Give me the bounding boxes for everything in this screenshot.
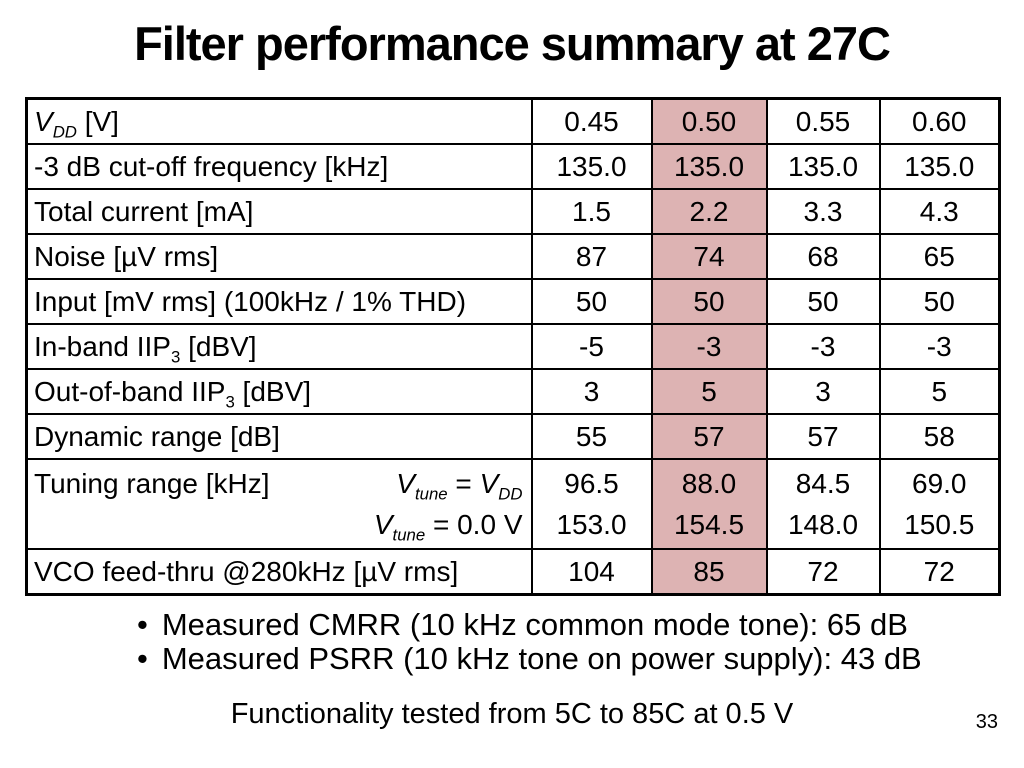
- cell-vco-feed-thru-col1: 85: [650, 548, 768, 596]
- bullet-cmrr: • Measured CMRR (10 kHz common mode tone)…: [137, 608, 922, 642]
- cell-vdd-col3: 0.60: [878, 97, 1001, 145]
- cell-out-of-band-iip3-col3: 5: [878, 368, 1001, 415]
- cell-input-col0: 50: [530, 278, 653, 325]
- cell-tuning-range-col2: 84.5 148.0: [765, 458, 881, 550]
- tuning-condition-0: Vtune = VDD: [396, 468, 523, 504]
- row-label-vdd: VDD [V]: [25, 97, 533, 145]
- cell-cutoff-frequency-col0: 135.0: [530, 143, 653, 190]
- row-label-noise: Noise [µV rms]: [25, 233, 533, 280]
- cell-noise-col3: 65: [878, 233, 1001, 280]
- cell-vco-feed-thru-col2: 72: [765, 548, 881, 596]
- cell-line-1: 154.5: [673, 509, 745, 540]
- cell-dynamic-range-col1: 57: [650, 413, 768, 460]
- cell-total-current-col2: 3.3: [765, 188, 881, 235]
- cell-dynamic-range-col3: 58: [878, 413, 1001, 460]
- table-row-dynamic-range: Dynamic range [dB] 55 57 57 58: [25, 413, 1001, 460]
- row-label-vco-feed-thru: VCO feed-thru @280kHz [µV rms]: [25, 548, 533, 596]
- bullet-icon: •: [137, 607, 148, 642]
- cell-input-col3: 50: [878, 278, 1001, 325]
- cell-in-band-iip3-col1: -3: [650, 323, 768, 370]
- tuning-condition-1: Vtune = 0.0 V: [373, 509, 523, 545]
- cell-total-current-col3: 4.3: [878, 188, 1001, 235]
- cell-noise-col2: 68: [765, 233, 881, 280]
- cell-in-band-iip3-col0: -5: [530, 323, 653, 370]
- cell-tuning-range-col0: 96.5 153.0: [530, 458, 653, 550]
- cell-dynamic-range-col2: 57: [765, 413, 881, 460]
- cell-total-current-col1: 2.2: [650, 188, 768, 235]
- cell-noise-col0: 87: [530, 233, 653, 280]
- cell-tuning-range-col3: 69.0 150.5: [878, 458, 1001, 550]
- cell-noise-col1: 74: [650, 233, 768, 280]
- row-label-cutoff-frequency: -3 dB cut-off frequency [kHz]: [25, 143, 533, 190]
- slide-title: Filter performance summary at 27C: [134, 17, 891, 70]
- cell-tuning-range-col1: 88.0 154.5: [650, 458, 768, 550]
- cell-out-of-band-iip3-col0: 3: [530, 368, 653, 415]
- bullet-psrr-text: Measured PSRR (10 kHz tone on power supp…: [161, 641, 922, 676]
- footer-note: Functionality tested from 5C to 85C at 0…: [230, 698, 794, 730]
- cell-vco-feed-thru-col0: 104: [530, 548, 653, 596]
- cell-cutoff-frequency-col3: 135.0: [878, 143, 1001, 190]
- cell-out-of-band-iip3-col1: 5: [650, 368, 768, 415]
- bullet-list: • Measured CMRR (10 kHz common mode tone)…: [137, 608, 922, 676]
- cell-input-col2: 50: [765, 278, 881, 325]
- table-row-vdd: VDD [V] 0.45 0.50 0.55 0.60: [25, 97, 1001, 145]
- cell-vdd-col2: 0.55: [765, 97, 881, 145]
- cell-cutoff-frequency-col2: 135.0: [765, 143, 881, 190]
- cell-line-0: 69.0: [912, 468, 967, 499]
- row-label-out-of-band-iip3: Out-of-band IIP3 [dBV]: [25, 368, 533, 415]
- cell-dynamic-range-col0: 55: [530, 413, 653, 460]
- table-row-total-current: Total current [mA] 1.5 2.2 3.3 4.3: [25, 188, 1001, 235]
- cell-line-1: 148.0: [787, 509, 859, 540]
- table-row-in-band-iip3: In-band IIP3 [dBV] -5 -3 -3 -3: [25, 323, 1001, 370]
- cell-input-col1: 50: [650, 278, 768, 325]
- table-row-cutoff-frequency: -3 dB cut-off frequency [kHz] 135.0 135.0 1…: [25, 143, 1001, 190]
- bullet-cmrr-text: Measured CMRR (10 kHz common mode tone):…: [161, 607, 908, 642]
- table-row-vco-feed-thru: VCO feed-thru @280kHz [µV rms] 104 85 72 72: [25, 548, 1001, 596]
- row-label-total-current: Total current [mA]: [25, 188, 533, 235]
- table-row-out-of-band-iip3: Out-of-band IIP3 [dBV] 3 5 3 5: [25, 368, 1001, 415]
- cell-line-0: 84.5: [795, 468, 851, 499]
- cell-out-of-band-iip3-col2: 3: [765, 368, 881, 415]
- cell-vco-feed-thru-col3: 72: [878, 548, 1001, 596]
- cell-line-1: 153.0: [556, 509, 627, 540]
- performance-table: VDD [V] 0.45 0.50 0.55 0.60 -3 dB cut-off fre…: [25, 97, 1001, 596]
- cell-in-band-iip3-col2: -3: [765, 323, 881, 370]
- tuning-conditions: Vtune = VDD Vtune = 0.0 V: [374, 463, 525, 545]
- tuning-label-wrap: Tuning range [kHz] Vtune = VDD Vtune = 0.0…: [34, 463, 525, 545]
- cell-line-0: 96.5: [564, 468, 619, 499]
- row-label-tuning-range: Tuning range [kHz] Vtune = VDD Vtune = 0.0…: [25, 458, 533, 550]
- row-label-in-band-iip3: In-band IIP3 [dBV]: [25, 323, 533, 370]
- cell-vdd-col1: 0.50: [650, 97, 768, 145]
- row-label-input: Input [mV rms] (100kHz / 1% THD): [25, 278, 533, 325]
- cell-line-1: 150.5: [904, 509, 975, 540]
- bullet-psrr: • Measured PSRR (10 kHz tone on power sup…: [137, 642, 922, 676]
- tuning-label-text: Tuning range [kHz]: [34, 468, 270, 499]
- table-row-noise: Noise [µV rms] 87 74 68 65: [25, 233, 1001, 280]
- cell-line-0: 88.0: [681, 468, 737, 499]
- row-label-dynamic-range: Dynamic range [dB]: [25, 413, 533, 460]
- page-number: 33: [975, 711, 998, 733]
- cell-in-band-iip3-col3: -3: [878, 323, 1001, 370]
- cell-total-current-col0: 1.5: [530, 188, 653, 235]
- bullet-icon: •: [137, 641, 148, 676]
- cell-vdd-col0: 0.45: [530, 97, 653, 145]
- table-row-input: Input [mV rms] (100kHz / 1% THD) 50 50 50 50: [25, 278, 1001, 325]
- performance-table-body: VDD [V] 0.45 0.50 0.55 0.60 -3 dB cut-off fre…: [25, 97, 1001, 596]
- table-row-tuning-range: Tuning range [kHz] Vtune = VDD Vtune = 0.0…: [25, 458, 1001, 550]
- cell-cutoff-frequency-col1: 135.0: [650, 143, 768, 190]
